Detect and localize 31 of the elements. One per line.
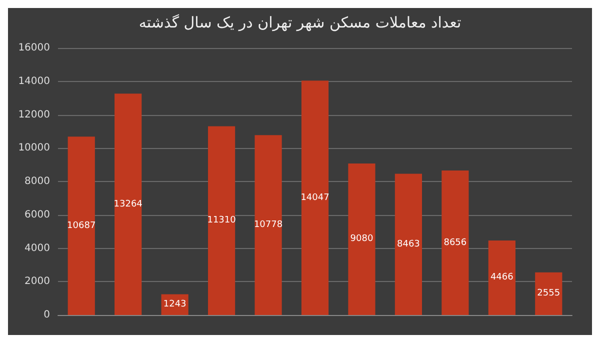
y-tick-label: 0: [44, 310, 50, 320]
bar: [394, 174, 422, 315]
bar: [68, 136, 95, 315]
bar: [114, 94, 142, 315]
y-tick-label: 14000: [18, 76, 50, 87]
data-label: 8463: [397, 239, 420, 250]
data-label: 9080: [350, 234, 374, 244]
bar: [442, 170, 469, 315]
bar: [254, 135, 282, 315]
y-tick-label: 6000: [24, 209, 50, 220]
data-label: 2555: [537, 288, 560, 299]
y-tick-label: 8000: [24, 176, 50, 187]
chart-title: تعداد معاملات مسکن شهر تهران در یک سال گذشته: [138, 14, 462, 32]
data-label: 1243: [163, 300, 186, 310]
data-label: 4466: [490, 272, 514, 283]
y-tick-label: 10000: [18, 142, 50, 154]
data-label: 14047: [300, 192, 330, 203]
data-label: 10687: [67, 220, 96, 231]
data-label: 8656: [444, 238, 467, 248]
data-label: 11310: [207, 216, 236, 226]
y-tick-label: 12000: [18, 109, 50, 120]
y-tick-label: 4000: [24, 242, 50, 254]
bar: [348, 163, 376, 315]
bar: [535, 272, 562, 315]
y-tick-label: 2000: [24, 276, 50, 288]
bar: [208, 126, 236, 315]
y-tick-label: 16000: [18, 42, 50, 54]
bar: [301, 80, 329, 315]
data-label: 13264: [114, 199, 143, 210]
bar: [488, 240, 516, 315]
data-label: 10778: [254, 220, 283, 230]
